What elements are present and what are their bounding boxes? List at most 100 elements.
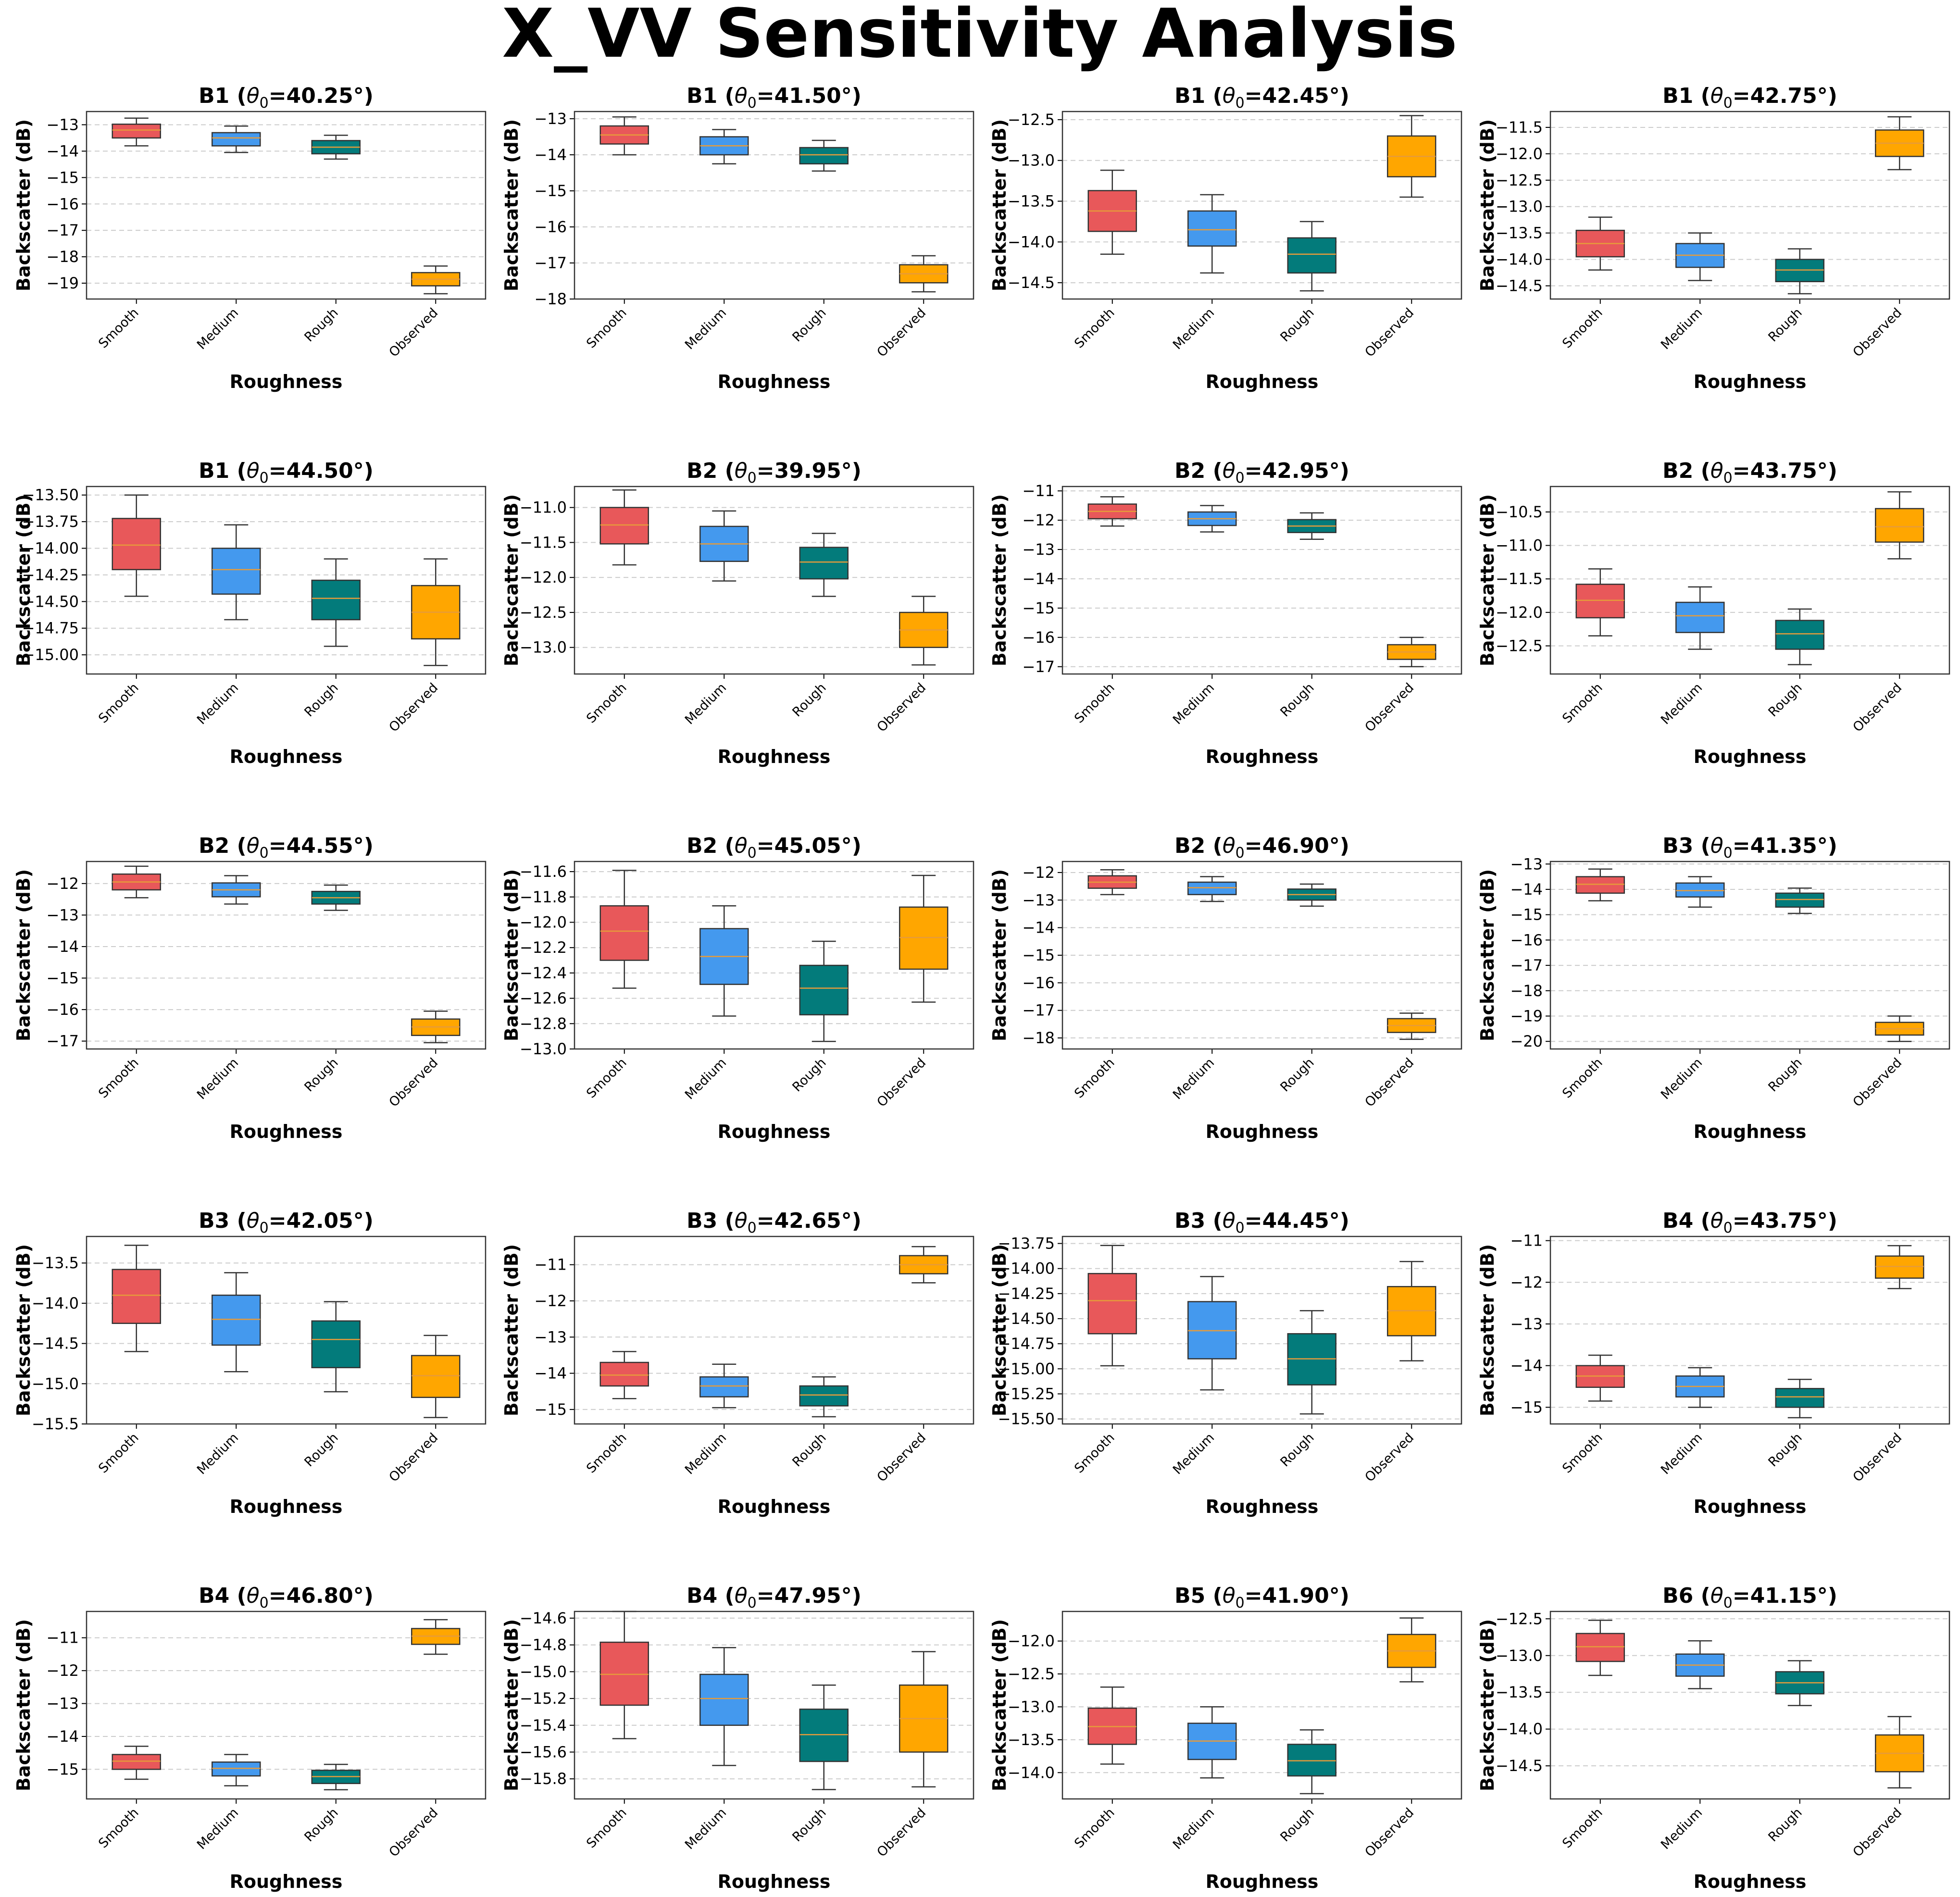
y-tick-label: −15.00 bbox=[998, 1360, 1055, 1378]
title-prefix: B1 ( bbox=[1662, 84, 1710, 108]
theta-symbol: θ bbox=[735, 834, 748, 858]
theta-symbol: θ bbox=[1223, 834, 1236, 858]
x-axis-label: Roughness bbox=[1206, 1121, 1319, 1142]
subplot-18: Smooth Medium Rough Observed −15.8 −15.6 −15.4… bbox=[501, 1584, 974, 1892]
x-tick-label: Smooth bbox=[1560, 1430, 1606, 1476]
subplot-16: Smooth Medium Rough Observed −15 −14 −13 −12 −11… bbox=[1477, 1209, 1950, 1517]
y-tick-label: −15.25 bbox=[998, 1385, 1055, 1403]
x-tick-label: Smooth bbox=[584, 305, 630, 351]
x-tick-label: Medium bbox=[682, 305, 729, 352]
x-tick-label: Medium bbox=[194, 680, 241, 727]
x-tick-label: Rough bbox=[301, 1430, 341, 1470]
x-tick-label: Smooth bbox=[1072, 1430, 1118, 1476]
plot-frame bbox=[1061, 861, 1462, 1050]
box-smooth bbox=[599, 905, 649, 961]
y-tick-label: −12.6 bbox=[520, 989, 567, 1008]
x-tick-label: Rough bbox=[1765, 680, 1805, 720]
y-tick-label: −15.2 bbox=[520, 1689, 567, 1708]
y-axis-label: Backscatter (dB) bbox=[13, 494, 34, 666]
y-tick-label: −17 bbox=[534, 254, 567, 272]
y-tick-label: −13.50 bbox=[22, 486, 79, 504]
box-smooth bbox=[112, 518, 161, 571]
theta-symbol: θ bbox=[735, 459, 748, 483]
plot-frame bbox=[1549, 1610, 1950, 1800]
subplot-4: Smooth Medium Rough Observed −14.5 −14.0 −13.5… bbox=[1477, 84, 1950, 392]
y-tick-label: −12.5 bbox=[1008, 1665, 1055, 1683]
y-tick-label: −12.8 bbox=[520, 1014, 567, 1033]
title-prefix: B1 ( bbox=[199, 84, 247, 108]
y-tick-label: −19 bbox=[46, 274, 79, 292]
y-tick-label: −14.50 bbox=[22, 592, 79, 611]
theta-subscript: 0 bbox=[1236, 1595, 1245, 1611]
theta-subscript: 0 bbox=[1723, 845, 1733, 861]
box-rough bbox=[799, 1385, 849, 1407]
title-suffix: =40.25°) bbox=[269, 84, 374, 108]
box-smooth bbox=[1087, 1273, 1137, 1335]
box-observed bbox=[411, 1355, 461, 1398]
x-tick-label: Medium bbox=[1658, 1055, 1705, 1102]
plot-frame bbox=[86, 111, 487, 300]
subplot-title: B3 (θ0=42.05°) bbox=[199, 1209, 374, 1236]
title-suffix: =42.05°) bbox=[269, 1209, 374, 1233]
y-tick-label: −16 bbox=[1510, 931, 1543, 949]
theta-symbol: θ bbox=[247, 1209, 260, 1233]
box-observed bbox=[1875, 508, 1924, 543]
x-tick-label: Rough bbox=[1277, 1055, 1317, 1095]
x-tick-label: Smooth bbox=[584, 680, 630, 726]
x-tick-label: Medium bbox=[1170, 1430, 1217, 1477]
x-axis-label: Roughness bbox=[1206, 371, 1319, 392]
box-rough bbox=[1775, 892, 1824, 908]
x-tick-label: Smooth bbox=[1560, 1805, 1606, 1851]
y-tick-label: −11.5 bbox=[1496, 570, 1543, 588]
y-axis-label: Backscatter (dB) bbox=[501, 494, 522, 666]
title-suffix: =42.75°) bbox=[1733, 84, 1837, 108]
y-tick-label: −11.0 bbox=[1496, 537, 1543, 555]
box-smooth bbox=[112, 1269, 161, 1324]
theta-subscript: 0 bbox=[748, 1595, 757, 1611]
y-tick-label: −13.0 bbox=[520, 638, 567, 657]
subplot-title: B2 (θ0=45.05°) bbox=[687, 834, 861, 861]
box-medium bbox=[1675, 882, 1725, 898]
plot-frame bbox=[1061, 1610, 1462, 1800]
x-tick-label: Rough bbox=[1277, 1805, 1317, 1845]
x-tick-label: Rough bbox=[1277, 305, 1317, 345]
title-prefix: B1 ( bbox=[687, 84, 735, 108]
x-tick-label: Observed bbox=[874, 305, 929, 360]
subplot-14: Smooth Medium Rough Observed −15 −14 −13 −12 −11… bbox=[501, 1209, 974, 1517]
box-medium bbox=[1675, 601, 1725, 633]
title-suffix: =42.95°) bbox=[1245, 459, 1349, 483]
y-tick-label: −16 bbox=[1022, 628, 1055, 647]
theta-subscript: 0 bbox=[1723, 95, 1733, 112]
y-tick-label: −13.5 bbox=[1008, 192, 1055, 211]
subplot-11: Smooth Medium Rough Observed −18 −17 −16 −15 −14… bbox=[989, 834, 1462, 1142]
title-prefix: B2 ( bbox=[1174, 834, 1223, 858]
theta-symbol: θ bbox=[1710, 84, 1723, 108]
y-axis-label: Backscatter (dB) bbox=[501, 119, 522, 291]
y-tick-label: −12 bbox=[46, 874, 79, 893]
y-tick-label: −12.5 bbox=[1008, 111, 1055, 129]
theta-symbol: θ bbox=[1710, 1584, 1723, 1608]
theta-subscript: 0 bbox=[1236, 845, 1245, 861]
x-tick-label: Smooth bbox=[584, 1430, 630, 1476]
y-tick-label: −12.2 bbox=[520, 938, 567, 957]
x-tick-label: Medium bbox=[1658, 305, 1705, 352]
x-tick-label: Observed bbox=[1362, 1805, 1417, 1860]
figure-title: X_VV Sensitivity Analysis bbox=[502, 0, 1458, 73]
title-prefix: B3 ( bbox=[1174, 1209, 1223, 1233]
y-tick-label: −14.5 bbox=[1008, 274, 1055, 292]
x-axis-label: Roughness bbox=[1694, 1121, 1807, 1142]
y-tick-label: −14.0 bbox=[1496, 250, 1543, 269]
plot-frame bbox=[1549, 1236, 1950, 1425]
y-tick-label: −14.75 bbox=[22, 619, 79, 637]
subplot-title: B4 (θ0=43.75°) bbox=[1662, 1209, 1837, 1236]
subplot-title: B2 (θ0=42.95°) bbox=[1174, 459, 1349, 487]
y-tick-label: −14 bbox=[1510, 1357, 1543, 1375]
theta-subscript: 0 bbox=[748, 1220, 757, 1236]
x-tick-label: Observed bbox=[874, 680, 929, 735]
y-axis-label: Backscatter (dB) bbox=[989, 1244, 1010, 1416]
x-axis-label: Roughness bbox=[718, 1871, 831, 1892]
y-tick-label: −18 bbox=[1510, 982, 1543, 1000]
x-tick-label: Medium bbox=[682, 1805, 729, 1852]
x-tick-label: Observed bbox=[386, 305, 441, 360]
